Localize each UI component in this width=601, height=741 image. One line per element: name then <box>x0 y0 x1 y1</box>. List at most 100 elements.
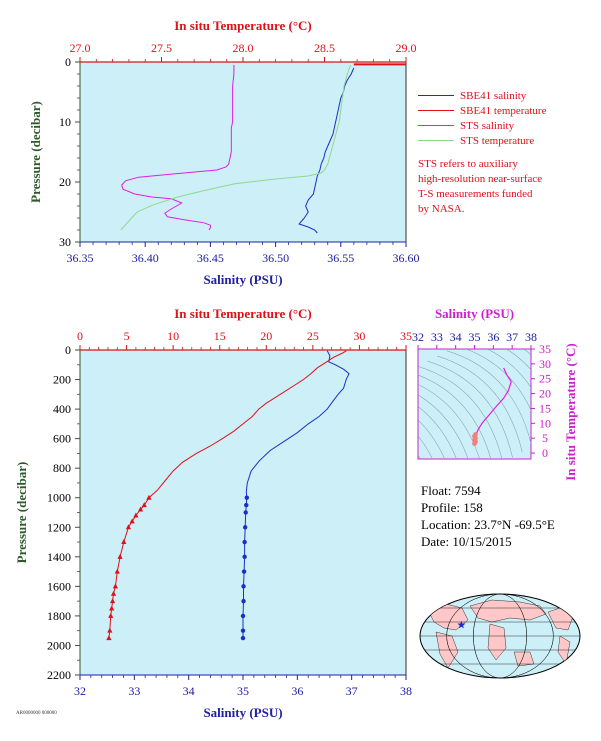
lower-sbe41-temperature-point <box>133 512 139 518</box>
density-contour <box>418 386 465 459</box>
world-map <box>419 593 581 679</box>
lower-sbe41-temperature-point <box>110 598 116 604</box>
temperature-axis-label: In situ Temperature (°C) <box>174 18 312 33</box>
lower-sbe41-salinity-point <box>242 539 247 545</box>
lower-sbe41-temperature-point <box>108 612 114 618</box>
lower-sbe41-salinity-point <box>241 569 247 574</box>
pressure-tick-label: 600 <box>53 432 71 446</box>
legend-note-line: high-resolution near-surface <box>418 173 543 185</box>
density-contour <box>418 381 474 459</box>
lower-sbe41-salinity-point <box>241 598 246 604</box>
ts-temperature-tick-label: 35 <box>539 342 551 356</box>
salinity-tick-label: 36 <box>291 684 303 698</box>
legend-note: STS refers to auxiliary high-resolution … <box>418 157 598 217</box>
legend-line-sts-salinity <box>418 125 454 126</box>
lower-sbe41-temperature-point <box>114 568 120 574</box>
pressure-tick-label: 2200 <box>47 668 71 682</box>
map-meridian <box>446 594 554 678</box>
density-contour <box>466 349 531 437</box>
temperature-tick-label: 29.0 <box>396 41 417 55</box>
density-contour <box>418 371 494 459</box>
temperature-tick-label: 35 <box>400 329 412 343</box>
temperature-axis-label: In situ Temperature (°C) <box>174 306 312 321</box>
temperature-tick-label: 27.5 <box>151 41 172 55</box>
legend-line-sbe41-salinity <box>418 95 454 96</box>
temperature-tick-label: 10 <box>167 329 179 343</box>
temperature-tick-label: 30 <box>353 329 365 343</box>
lower-sbe41-salinity-point <box>241 584 246 589</box>
legend-line-sbe41-temperature <box>418 110 454 111</box>
lower-sbe41-salinity-point <box>242 525 248 530</box>
salinity-tick-label: 37 <box>346 684 358 698</box>
lower-sbe41-temperature-point <box>137 506 144 512</box>
footer-stamp: AR0000000 000000 <box>16 711 57 716</box>
lower-sbe41-temperature-point <box>141 502 147 508</box>
density-contour <box>418 376 484 459</box>
temperature-tick-label: 25 <box>307 329 319 343</box>
legend-label-sbe41-salinity: SBE41 salinity <box>460 90 527 102</box>
pressure-tick-label: 1400 <box>47 550 71 564</box>
salinity-tick-label: 34 <box>183 684 195 698</box>
map-landmass <box>487 623 507 661</box>
ts-temperature-tick-label: 20 <box>539 387 551 401</box>
map-land-group <box>420 594 580 678</box>
temperature-tick-label: 0 <box>77 329 83 343</box>
lower-sbe41-temperature-point <box>112 583 118 589</box>
lower-sbe41-temperature-point <box>110 590 117 596</box>
density-contour <box>418 391 455 459</box>
pressure-tick-label: 0 <box>65 55 71 69</box>
density-contour <box>418 366 504 459</box>
pressure-tick-label: 2000 <box>47 638 71 652</box>
pressure-axis-label: Pressure (decibar) <box>14 462 29 564</box>
ts-temperature-tick-label: 30 <box>539 357 551 371</box>
pressure-tick-label: 1800 <box>47 609 71 623</box>
salinity-tick-label: 32 <box>74 684 86 698</box>
lower-sbe41-temperature-point <box>109 605 115 611</box>
upper-plot-area <box>79 61 407 243</box>
float-info: Float: 7594 Profile: 158 Location: 23.7°… <box>421 482 601 550</box>
pressure-tick-label: 1600 <box>47 579 71 593</box>
pressure-tick-label: 10 <box>59 115 71 129</box>
upper-sbe41-salinity-line <box>298 67 355 234</box>
temperature-tick-label: 20 <box>260 329 272 343</box>
lower-sbe41-temperature-point <box>117 553 123 559</box>
ts-salinity-axis-label: Salinity (PSU) <box>435 306 514 321</box>
float-location-marker <box>457 620 466 629</box>
pressure-tick-label: 400 <box>53 402 71 416</box>
lower-sbe41-salinity-point <box>244 502 249 508</box>
legend-item-sbe41-temperature: SBE41 temperature <box>418 103 598 118</box>
pressure-tick-label: 0 <box>65 343 71 357</box>
ts-salinity-tick-label: 34 <box>450 330 462 344</box>
density-contour <box>456 349 531 442</box>
lower-sbe41-salinity-point <box>240 628 246 633</box>
temperature-tick-label: 15 <box>214 329 226 343</box>
ts-temperature-tick-label: 5 <box>542 431 548 445</box>
legend-label-sbe41-temperature: SBE41 temperature <box>460 105 547 117</box>
ts-temperature-tick-label: 10 <box>539 416 551 430</box>
temperature-tick-label: 28.5 <box>314 41 335 55</box>
lower-sbe41-temperature-point <box>106 635 112 641</box>
density-contour <box>427 360 513 458</box>
salinity-tick-label: 36.60 <box>393 251 420 265</box>
salinity-axis-label: Salinity (PSU) <box>203 705 282 720</box>
profile-date: Date: 10/15/2015 <box>421 534 512 549</box>
salinity-tick-label: 36.40 <box>132 251 159 265</box>
ts-salinity-tick-label: 38 <box>525 330 537 344</box>
map-landmass <box>469 599 547 623</box>
float-location: Location: 23.7°N -69.5°E <box>421 517 555 532</box>
ts-temperature-tick-label: 15 <box>539 401 551 415</box>
salinity-tick-label: 36.35 <box>67 251 94 265</box>
temperature-tick-label: 27.0 <box>70 41 91 55</box>
legend-item-sbe41-salinity: SBE41 salinity <box>418 88 598 103</box>
salinity-tick-label: 36.55 <box>327 251 354 265</box>
float-id: Float: 7594 <box>421 483 481 498</box>
salinity-tick-label: 38 <box>400 684 412 698</box>
lower-sbe41-salinity-point <box>243 510 248 515</box>
temperature-tick-label: 5 <box>124 329 130 343</box>
map-meridian <box>473 594 527 678</box>
lower-sbe41-temperature-point <box>125 524 132 530</box>
lower-sbe41-salinity-point <box>240 613 246 619</box>
lower-sbe41-temperature-point <box>121 539 127 545</box>
